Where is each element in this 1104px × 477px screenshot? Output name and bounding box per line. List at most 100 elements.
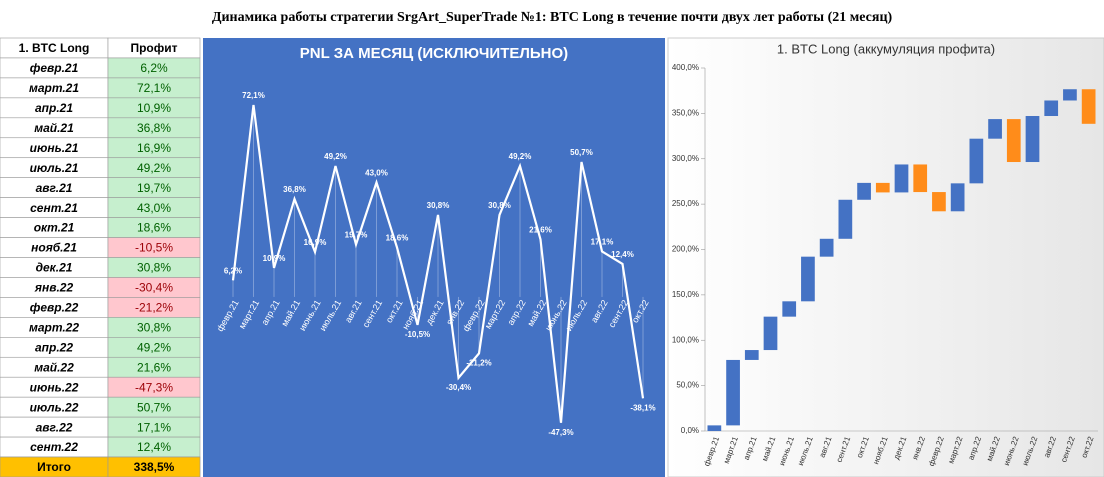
waterfall-bar xyxy=(838,199,853,239)
table-label: авг.22 xyxy=(36,420,73,434)
table-value: -21,2% xyxy=(135,301,173,315)
table-value: 10,9% xyxy=(137,101,171,115)
data-label: -30,4% xyxy=(446,383,471,392)
data-label: 17,1% xyxy=(591,238,614,247)
waterfall-bar xyxy=(1044,100,1059,117)
data-label: 12,4% xyxy=(611,250,634,259)
waterfall-bar xyxy=(1081,89,1096,124)
line-panel xyxy=(203,38,665,477)
waterfall-bar xyxy=(875,182,890,193)
data-label: 72,1% xyxy=(242,91,265,100)
data-label: 49,2% xyxy=(509,152,532,161)
data-label: 18,6% xyxy=(386,234,409,243)
data-label: -10,5% xyxy=(405,330,430,339)
table-value: -30,4% xyxy=(135,281,173,295)
chart-title: PNL ЗА МЕСЯЦ (ИСКЛЮЧИТЕЛЬНО) xyxy=(300,45,568,62)
y-tick-label: 350,0% xyxy=(672,108,699,117)
data-label: 36,8% xyxy=(283,185,306,194)
waterfall-bar xyxy=(1025,116,1040,163)
table-label: июль.22 xyxy=(30,400,79,414)
table-value: 50,7% xyxy=(137,400,171,414)
table-label: сент.22 xyxy=(30,440,78,454)
waterfall-bar xyxy=(932,192,946,212)
table-value: 6,2% xyxy=(140,61,168,75)
waterfall-bar xyxy=(782,301,797,317)
table-label: апр.21 xyxy=(35,101,73,115)
table-label: март.21 xyxy=(29,81,79,95)
waterfall-bar xyxy=(913,164,928,193)
table-value: 16,9% xyxy=(137,141,171,155)
table-label: нояб.21 xyxy=(31,241,77,255)
data-label: 6,2% xyxy=(224,267,242,276)
table-label: окт.21 xyxy=(34,221,75,235)
data-label: -21,2% xyxy=(466,358,491,367)
table-value: 30,8% xyxy=(137,261,171,275)
chart-title: 1. BTC Long (аккумуляция профита) xyxy=(777,41,995,56)
table-value: 49,2% xyxy=(137,161,171,175)
waterfall-bar xyxy=(950,183,965,212)
table-value: 49,2% xyxy=(137,340,171,354)
table-label: май.22 xyxy=(34,360,74,374)
table-label: февр.21 xyxy=(30,61,79,75)
table-value: Профит xyxy=(130,41,177,55)
waterfall-bar xyxy=(894,164,909,193)
table-value: 338,5% xyxy=(134,460,175,474)
y-tick-label: 0,0% xyxy=(681,426,699,435)
data-label: -38,1% xyxy=(630,403,655,412)
waterfall-bar xyxy=(707,425,722,431)
data-label: 50,7% xyxy=(570,148,593,157)
waterfall-bar xyxy=(857,182,871,200)
data-label: 10,9% xyxy=(263,254,286,263)
data-label: 21,6% xyxy=(529,226,552,235)
waterfall-bar xyxy=(763,316,778,351)
data-label: 30,8% xyxy=(488,201,511,210)
waterfall-bar xyxy=(988,119,1002,139)
table-label: 1. BTC Long xyxy=(19,41,90,55)
y-tick-label: 300,0% xyxy=(672,154,699,163)
table-value: 21,6% xyxy=(137,360,171,374)
table-value: 30,8% xyxy=(137,321,171,335)
table-label: март.22 xyxy=(29,321,79,335)
table-label: май.21 xyxy=(34,121,74,135)
waterfall-bar xyxy=(726,359,740,426)
table-label: янв.22 xyxy=(34,281,74,295)
data-label: 49,2% xyxy=(324,152,347,161)
data-line xyxy=(231,104,645,423)
table-value: -10,5% xyxy=(135,241,173,255)
data-label: 30,8% xyxy=(427,201,450,210)
table-label: апр.22 xyxy=(35,340,73,354)
table-label: июль.21 xyxy=(30,161,79,175)
y-tick-label: 200,0% xyxy=(672,245,699,254)
page-title: Динамика работы стратегии SrgArt_SuperTr… xyxy=(212,10,893,25)
table-value: 19,7% xyxy=(137,181,171,195)
table-value: 12,4% xyxy=(137,440,171,454)
y-tick-label: 400,0% xyxy=(672,63,699,72)
waterfall-bar xyxy=(1063,89,1077,101)
data-label: 43,0% xyxy=(365,169,388,178)
waterfall-panel xyxy=(667,37,1104,477)
table-label: Итого xyxy=(37,460,71,474)
data-label: -47,3% xyxy=(548,428,573,437)
waterfall-bar xyxy=(1006,119,1021,163)
y-tick-label: 100,0% xyxy=(672,335,699,344)
y-tick-label: 250,0% xyxy=(672,199,699,208)
table-label: сент.21 xyxy=(30,201,78,215)
waterfall-bar xyxy=(744,350,759,360)
table-value: 36,8% xyxy=(137,121,171,135)
table-label: июнь.22 xyxy=(30,380,79,394)
table-value: 72,1% xyxy=(137,81,171,95)
table-label: февр.22 xyxy=(30,301,79,315)
table-value: 18,6% xyxy=(137,221,171,235)
y-tick-label: 150,0% xyxy=(672,290,699,299)
table-value: 17,1% xyxy=(137,420,171,434)
data-label: 16,9% xyxy=(304,238,327,247)
table-label: дек.21 xyxy=(36,261,73,275)
data-label: 19,7% xyxy=(345,231,368,240)
table-value: 43,0% xyxy=(137,201,171,215)
table-label: авг.21 xyxy=(36,181,73,195)
y-tick-label: 50,0% xyxy=(676,381,699,390)
table-value: -47,3% xyxy=(135,380,173,394)
waterfall-bar xyxy=(969,138,984,184)
waterfall-bar xyxy=(801,256,815,302)
